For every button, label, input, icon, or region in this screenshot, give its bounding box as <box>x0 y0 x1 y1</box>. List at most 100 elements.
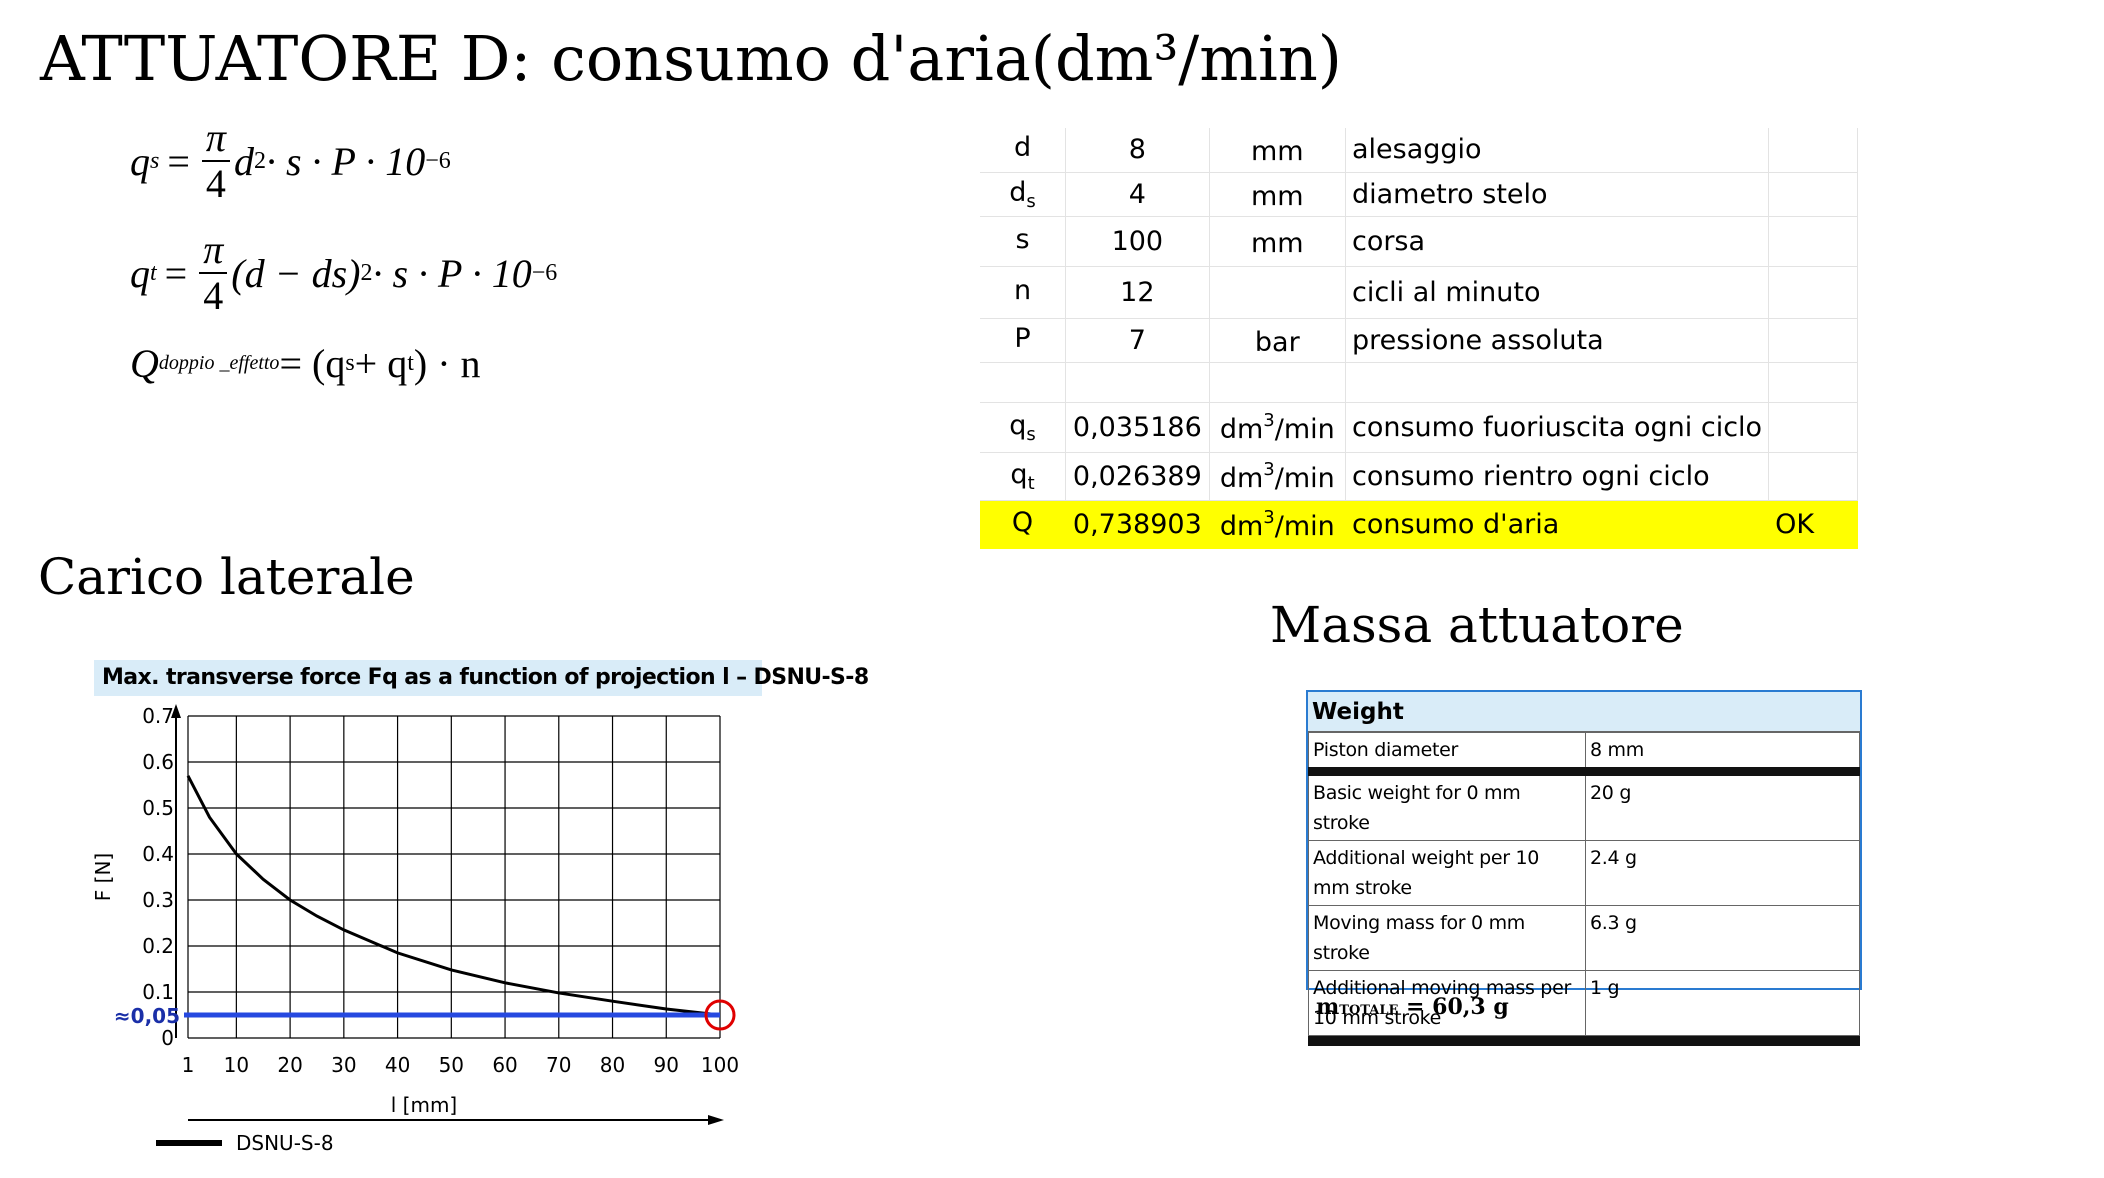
mass-total-symbol: m <box>1316 994 1340 1020</box>
weight-table: Piston diameter 8 mm Basic weight for 0 mm… <box>1308 732 1860 1036</box>
chart-y-tick-label: 0.4 <box>142 842 174 866</box>
chart-y-tick-label: 0.5 <box>142 796 174 820</box>
chart-y-axis-label: F [N] <box>91 853 115 901</box>
calc-unit: mm <box>1209 216 1346 267</box>
weight-row: Basic weight for 0 mm stroke 20 g <box>1308 767 1860 841</box>
calc-unit <box>1209 266 1346 319</box>
calc-status <box>1768 362 1858 403</box>
calc-status <box>1768 318 1858 363</box>
calc-symbol: d <box>980 128 1067 173</box>
weight-row: Piston diameter 8 mm <box>1308 732 1860 772</box>
calc-unit <box>1209 362 1346 403</box>
calc-symbol: s <box>980 216 1067 267</box>
calc-symbol <box>980 362 1067 403</box>
calc-description: diametro stelo <box>1345 172 1770 217</box>
calc-status <box>1768 266 1858 319</box>
mass-total-subscript: TOTALE <box>1339 1003 1399 1018</box>
calc-symbol: P <box>980 318 1067 363</box>
formula-qs-d-exp: 2 <box>253 147 266 174</box>
calc-status: OK <box>1768 500 1858 549</box>
chart-series-line <box>186 775 721 1017</box>
formula-Q-s: s <box>345 350 355 376</box>
chart-x-tick-label: 30 <box>331 1053 356 1077</box>
calc-unit: mm <box>1209 128 1346 173</box>
weight-row: Moving mass for 0 mm stroke 6.3 g <box>1308 905 1860 971</box>
weight-label: Basic weight for 0 mm stroke <box>1308 767 1586 841</box>
calc-description: pressione assoluta <box>1345 318 1770 363</box>
calc-value: 100 <box>1065 216 1210 267</box>
weight-value: 8 mm <box>1585 732 1860 772</box>
calc-row: Q 0,738903 dm3/min consumo d'aria OK <box>980 500 1858 549</box>
chart-y-tick-label: 0.3 <box>142 888 174 912</box>
slide-title: ATTUATORE D: consumo d'aria(dm³/min) <box>40 22 1342 95</box>
calc-value: 0,026389 <box>1065 452 1210 501</box>
chart-x-tick-label: 1 <box>182 1053 195 1077</box>
formula-qs-exp: −6 <box>425 147 451 174</box>
calc-description: consumo rientro ogni ciclo <box>1345 452 1770 501</box>
weight-value: 2.4 g <box>1585 840 1860 906</box>
calc-row <box>980 362 1858 403</box>
calc-value: 12 <box>1065 266 1210 319</box>
chart-x-tick-label: 40 <box>385 1053 410 1077</box>
calc-row: P 7 bar pressione assoluta <box>980 318 1858 363</box>
calc-value: 7 <box>1065 318 1210 363</box>
calc-description: corsa <box>1345 216 1770 267</box>
chart-y-arrowhead <box>171 704 181 718</box>
chart-annotation-label: ≈0,05 <box>114 1004 180 1028</box>
chart-x-tick-label: 20 <box>277 1053 302 1077</box>
weight-table-header: Weight <box>1308 692 1860 732</box>
calc-unit: dm3/min <box>1209 500 1346 549</box>
formula-qt-symbol: q <box>130 250 150 296</box>
formula-Q-subscript: doppio _effetto <box>158 352 280 374</box>
chart-x-tick-label: 60 <box>492 1053 517 1077</box>
calc-description <box>1345 362 1770 403</box>
weight-value: 6.3 g <box>1585 905 1860 971</box>
chart-y-tick-label: 0.6 <box>142 750 174 774</box>
calc-status <box>1768 402 1858 453</box>
weight-row: Additional moving mass per 10 mm stroke 1… <box>1308 970 1860 1036</box>
calc-symbol: n <box>980 266 1067 319</box>
formula-qs-tail: · s · P · 10 <box>265 138 426 184</box>
chart-y-tick-label: 0 <box>161 1026 174 1050</box>
formula-qs-num: π <box>201 118 230 162</box>
formula-qt-diff-exp: 2 <box>360 259 373 286</box>
section-title-massa: Massa attuatore <box>1270 596 1684 654</box>
formula-Q-close: ) · n <box>413 341 481 386</box>
calc-description: consumo fuoriuscita ogni ciclo <box>1345 402 1770 453</box>
mass-total: mTOTALE = 60,3 g <box>1316 994 1509 1020</box>
calc-unit: bar <box>1209 318 1346 363</box>
formula-qs-den: 4 <box>205 161 226 206</box>
calc-description: consumo d'aria <box>1345 500 1770 549</box>
weight-label: Piston diameter <box>1308 732 1586 772</box>
formula-Q-t: t <box>407 350 414 376</box>
chart-x-tick-label: 50 <box>439 1053 464 1077</box>
chart-title: Max. transverse force Fq as a function o… <box>94 660 869 696</box>
calc-row: d 8 mm alesaggio <box>980 128 1858 173</box>
weight-label: Additional moving mass per 10 mm stroke <box>1308 970 1586 1036</box>
formula-qt-den: 4 <box>203 273 224 318</box>
section-title-carico: Carico laterale <box>38 548 415 606</box>
chart-x-tick-label: 90 <box>654 1053 679 1077</box>
formula-qt-diff: (d − ds) <box>231 250 361 296</box>
formula-qt-tail: · s · P · 10 <box>372 250 532 296</box>
calc-row: qt 0,026389 dm3/min consumo rientro ogni ci… <box>980 452 1858 501</box>
calc-unit: dm3/min <box>1209 452 1346 501</box>
weight-label: Moving mass for 0 mm stroke <box>1308 905 1586 971</box>
formula-Q-open: = (q <box>279 341 346 386</box>
mass-total-value: = 60,3 g <box>1398 994 1509 1020</box>
chart-x-tick-label: 10 <box>224 1053 249 1077</box>
calc-table: d 8 mm alesaggio ds 4 mm diametro stelo s 100 mm co… <box>980 128 1858 549</box>
calc-value: 4 <box>1065 172 1210 217</box>
calc-symbol: Q <box>980 500 1067 549</box>
calc-symbol: ds <box>980 172 1067 217</box>
chart-x-tick-label: 80 <box>600 1053 625 1077</box>
formula-qs-d: d <box>233 138 254 184</box>
chart-y-tick-label: 0.7 <box>142 704 174 728</box>
formula-Q-symbol: Q <box>130 341 159 386</box>
formula-qt-exp: −6 <box>531 259 558 286</box>
chart-x-axis-label: l [mm] <box>391 1093 457 1117</box>
calc-row: n 12 cicli al minuto <box>980 266 1858 319</box>
calc-value <box>1065 362 1210 403</box>
formula-qt-num: π <box>199 230 228 274</box>
